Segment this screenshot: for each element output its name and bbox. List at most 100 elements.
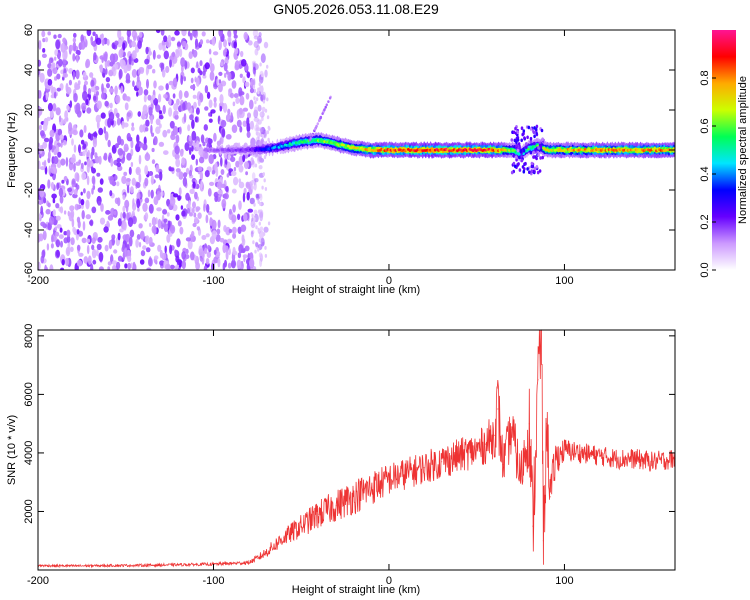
spectrogram-noise-point — [253, 209, 258, 215]
spectrogram-noise-point — [49, 109, 54, 119]
spectrogram-noise-point — [168, 107, 173, 117]
colorbar-tick-label: 0.2 — [699, 214, 711, 229]
spectrogram-noise-point — [80, 162, 84, 170]
spectrogram-noise-point — [90, 151, 93, 160]
spectrogram-noise-point — [217, 189, 223, 195]
spectrogram-noise-point — [139, 142, 144, 148]
spectrogram-ridge-cell — [530, 161, 534, 166]
spectrogram-noise-point — [169, 264, 175, 270]
spectrogram-noise-point — [131, 69, 137, 78]
spectrogram-noise-point — [228, 88, 233, 93]
spectrogram-noise-point — [258, 82, 261, 87]
spectrogram-noise-point — [238, 244, 244, 254]
spectrogram-noise-point — [183, 113, 187, 123]
spectrogram-noise-point — [242, 107, 249, 112]
spectrogram-noise-point — [216, 78, 219, 86]
spectrogram-noise-point — [158, 42, 163, 51]
spectrogram-ridge-cell — [518, 146, 521, 150]
spectrogram-noise-point — [148, 236, 153, 246]
spectrogram-noise-point — [252, 78, 256, 87]
spectrogram-noise-point — [78, 252, 84, 257]
spectrogram-noise-point — [235, 97, 240, 104]
spectrogram-noise-point — [240, 224, 247, 232]
spectrogram-noise-point — [76, 184, 80, 190]
spectrogram-noise-point — [53, 91, 57, 99]
snr-data-point — [405, 472, 408, 474]
snr-data-point — [177, 564, 179, 566]
spectrogram-noise-point — [98, 127, 104, 136]
spectrogram-ridge-cell — [525, 145, 528, 150]
spectrogram-noise-point — [187, 124, 191, 132]
snr-series-line — [38, 330, 675, 569]
spectrogram-noise-point — [188, 135, 192, 142]
snr-data-point — [142, 564, 144, 566]
spectrogram-noise-point — [195, 107, 200, 115]
spectrogram-noise-point — [93, 95, 97, 101]
spectrogram-noise-point — [176, 171, 180, 177]
spectrogram-noise-point — [79, 129, 84, 138]
spectrogram-noise-point — [105, 77, 111, 83]
spectrogram-noise-point — [73, 188, 78, 195]
spectrogram-noise-point — [164, 264, 171, 270]
spectrogram-noise-point — [207, 211, 213, 216]
spectrogram-noise-point — [118, 49, 124, 58]
spectrogram-noise-point — [47, 179, 51, 189]
spectrogram-noise-point — [213, 249, 217, 255]
spectrogram-noise-point — [72, 41, 77, 52]
spectrogram-ridge-cell — [515, 143, 518, 147]
spectrogram-noise-point — [40, 221, 46, 227]
spectrogram-noise-point — [230, 156, 236, 163]
spectrogram-noise-point — [163, 223, 169, 232]
spectrogram-noise-point — [190, 251, 195, 261]
spectrogram-noise-point — [73, 144, 77, 153]
spectrogram-noise-point — [158, 115, 164, 120]
spectrogram-noise-point — [153, 255, 159, 260]
snr-data-point — [248, 562, 250, 564]
spectrogram-noise-point — [219, 237, 225, 243]
spectrogram-noise-point — [219, 61, 224, 67]
snr-data-point — [555, 458, 557, 460]
spectrogram-noise-point — [85, 60, 89, 69]
spectrogram-noise-point — [175, 49, 180, 59]
snr-x-label: Height of straight line (km) — [292, 584, 420, 596]
spectrogram-noise-point — [218, 83, 223, 93]
spectrogram-noise-point — [97, 200, 102, 206]
spectrogram-noise-point — [81, 172, 87, 181]
spectrogram-noise-point — [48, 58, 52, 68]
spectrogram-noise-point — [244, 81, 250, 88]
spectrogram-noise-point — [143, 214, 146, 221]
spectrogram-noise-point — [109, 175, 115, 185]
spectrogram-noise-point — [42, 230, 47, 241]
spectrogram-noise-point — [126, 112, 132, 117]
spectrogram-noise-point — [112, 264, 117, 270]
spectrogram-noise-point — [151, 216, 157, 227]
spectrogram-noise-point — [216, 228, 221, 235]
spectrogram-noise-point — [205, 214, 209, 224]
spectrogram-noise-point — [72, 129, 78, 136]
snr-y-ticks: 2000 4000 6000 8000 — [23, 324, 675, 524]
spectrogram-noise-point — [117, 218, 122, 227]
spectrogram-noise-point — [234, 47, 239, 55]
spectrogram-noise-point — [66, 229, 71, 237]
spectrogram-noise-point — [84, 161, 87, 166]
spectrogram-noise-point — [63, 118, 67, 125]
spectrogram-noise-point — [235, 160, 240, 168]
spectrogram-noise-point — [229, 208, 232, 215]
spectrogram-noise-point — [191, 230, 195, 237]
spectrogram-noise-point — [198, 156, 205, 164]
spectrogram-noise-point — [54, 231, 60, 237]
spectrogram-noise-point — [117, 30, 122, 39]
snr-x-tick-label: -100 — [202, 575, 224, 587]
spectrogram-noise-point — [262, 99, 266, 104]
spectrogram-noise-point — [247, 40, 253, 46]
spectrogram-noise-point — [139, 31, 143, 38]
spectrogram-noise-point — [238, 181, 245, 189]
spectrogram-noise-point — [121, 120, 125, 129]
snr-data-point — [265, 551, 267, 554]
spectrogram-noise-point — [189, 212, 193, 217]
spectrogram-noise-point — [97, 236, 103, 243]
spectrogram-noise-point — [211, 170, 216, 175]
spectrogram-noise-point — [251, 136, 255, 147]
snr-y-tick-label: 2000 — [23, 499, 35, 523]
spectrogram-noise-point — [200, 134, 205, 144]
